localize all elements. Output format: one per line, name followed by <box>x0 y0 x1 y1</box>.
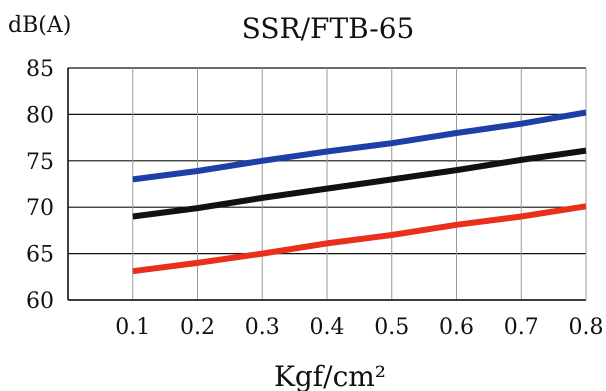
y-axis-label: dB(A) <box>8 13 71 38</box>
y-tick-label-60: 60 <box>26 289 54 314</box>
series-line-3 <box>132 203 587 275</box>
y-tick-label-75: 75 <box>26 150 54 175</box>
x-axis-label: Kgf/cm² <box>274 360 386 391</box>
x-tick-label-0.8: 0.8 <box>569 315 604 340</box>
x-tick-label-0.1: 0.1 <box>115 315 150 340</box>
axes <box>67 68 587 301</box>
series-line-1 <box>132 109 587 183</box>
tick-labels: 60 65 70 75 80 85 0.1 0.2 0.3 0.4 0.5 0.6 0.7 0.8 <box>26 57 604 340</box>
chart-title: SSR/FTB-65 <box>242 12 415 45</box>
y-tick-label-65: 65 <box>26 243 54 268</box>
x-tick-label-0.2: 0.2 <box>180 315 215 340</box>
x-tick-label-0.3: 0.3 <box>245 315 280 340</box>
x-tick-label-0.6: 0.6 <box>439 315 474 340</box>
x-tick-label-0.5: 0.5 <box>374 315 409 340</box>
series-line-2 <box>132 147 587 220</box>
x-tick-label-0.4: 0.4 <box>310 315 345 340</box>
series-lines <box>132 109 587 275</box>
y-tick-label-85: 85 <box>26 57 54 82</box>
y-tick-label-80: 80 <box>26 103 54 128</box>
grid <box>68 67 587 301</box>
x-tick-label-0.7: 0.7 <box>504 315 539 340</box>
y-tick-label-70: 70 <box>26 196 54 221</box>
